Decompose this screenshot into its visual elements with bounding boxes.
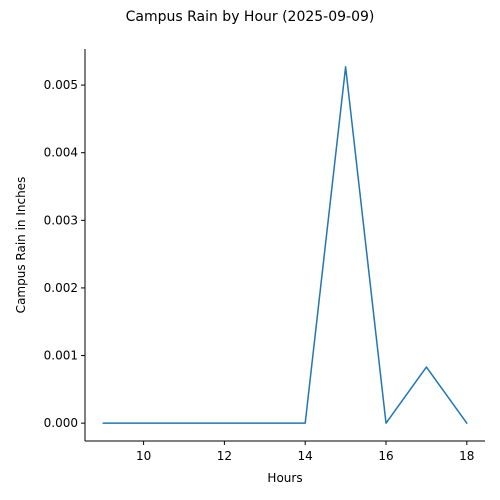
x-axis-label: Hours <box>267 471 302 485</box>
series-line <box>102 66 468 424</box>
x-tick-label: 10 <box>136 449 151 463</box>
x-tick-label: 16 <box>378 449 393 463</box>
x-tick-label: 18 <box>459 449 474 463</box>
y-tick-label: 0.001 <box>44 349 78 363</box>
chart-title: Campus Rain by Hour (2025-09-09) <box>126 9 375 25</box>
y-axis-ticks: 0.000 0.001 0.002 0.003 0.004 0.005 <box>44 78 85 430</box>
y-tick-label: 0.003 <box>44 213 78 227</box>
x-tick-label: 14 <box>298 449 313 463</box>
y-tick-label: 0.002 <box>44 281 78 295</box>
y-axis-label: Campus Rain in Inches <box>14 177 28 314</box>
y-tick-label: 0.000 <box>44 416 78 430</box>
x-axis-ticks: 10 12 14 16 18 <box>136 441 474 463</box>
y-tick-label: 0.005 <box>44 78 78 92</box>
plot-area <box>102 66 468 424</box>
x-tick-label: 12 <box>217 449 232 463</box>
y-tick-label: 0.004 <box>44 146 78 160</box>
